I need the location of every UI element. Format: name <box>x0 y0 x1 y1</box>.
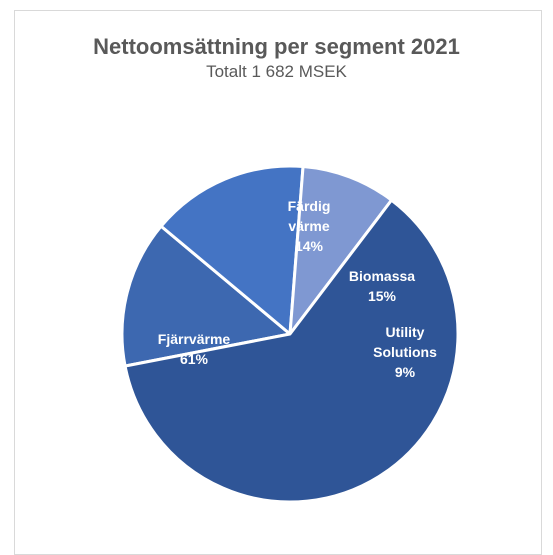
slice-label: Utility Solutions 9% <box>373 324 437 380</box>
pie-slice-utility-solutions <box>288 165 394 336</box>
pie-slice-färdig-värme <box>120 224 292 368</box>
slice-label: Färdig värme 14% <box>288 198 331 254</box>
chart-title: Nettoomsättning per segment 2021 <box>93 34 460 59</box>
pie-labels: Färdig värme 14% Biomassa 15% Utility Solution… <box>158 198 437 380</box>
pie-slice-biomassa <box>159 164 305 336</box>
pie-slices <box>120 164 460 504</box>
slice-label: Fjärrvärme 61% <box>158 331 231 367</box>
chart-subtitle: Totalt 1 682 MSEK <box>206 62 347 81</box>
slice-label: Biomassa 15% <box>349 268 415 304</box>
pie-slice-fjärrvärme <box>123 198 460 504</box>
